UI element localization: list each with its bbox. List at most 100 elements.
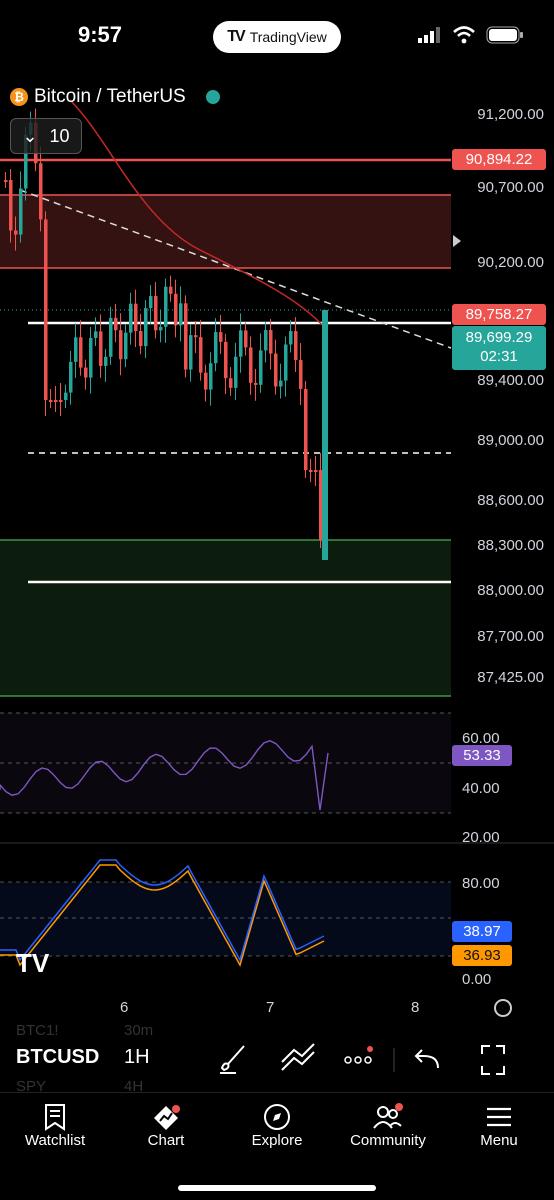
- settings-gear-icon[interactable]: [494, 999, 512, 1017]
- candle-body: [189, 335, 193, 370]
- tab-community[interactable]: Community: [343, 1102, 433, 1149]
- rsi-axis-label: 40.00: [462, 780, 500, 797]
- symbol-selector[interactable]: BTCUSD: [16, 1046, 100, 1068]
- price-axis-label: 91,200.00: [477, 106, 544, 123]
- candle-body: [9, 180, 13, 231]
- candle-body: [89, 337, 93, 378]
- candle-body: [229, 378, 233, 388]
- candles: [4, 108, 328, 560]
- tab-explore[interactable]: Explore: [232, 1102, 322, 1149]
- tab-menu[interactable]: Menu: [454, 1102, 544, 1149]
- battery-icon: [486, 26, 523, 44]
- stoch-d-tag: 36.93: [452, 945, 512, 966]
- resistance-price-tag: 90,894.22: [452, 149, 546, 170]
- bitcoin-icon: ₿: [10, 88, 28, 106]
- candle-body: [64, 392, 68, 400]
- chart-icon: [154, 1105, 180, 1130]
- candle-body: [84, 367, 88, 378]
- candle-body: [169, 286, 173, 294]
- more-icon[interactable]: [344, 1046, 373, 1064]
- trend-line-icon[interactable]: [281, 1043, 315, 1071]
- candle-body: [124, 332, 128, 360]
- price-axis-label: 88,600.00: [477, 492, 544, 509]
- tab-chart[interactable]: Chart: [121, 1102, 211, 1149]
- symbol-legend[interactable]: ₿ Bitcoin / TetherUS: [10, 86, 220, 108]
- candle-body: [24, 134, 28, 189]
- interval-value: 10: [49, 125, 70, 146]
- fullscreen-icon[interactable]: [481, 1045, 505, 1075]
- candle-body: [254, 382, 258, 385]
- rsi-axis-label: 20.00: [462, 829, 500, 846]
- candle-body: [239, 330, 243, 357]
- last-price-tag: 89,699.29 02:31: [452, 326, 546, 370]
- candle-body: [284, 344, 288, 381]
- candle-body: [309, 470, 313, 472]
- ghost-symbol: SPY: [16, 1078, 47, 1095]
- candle-body: [179, 303, 183, 326]
- candle-body: [49, 400, 53, 402]
- tab-label: Explore: [251, 1132, 303, 1149]
- undo-icon[interactable]: [414, 1049, 439, 1069]
- stoch-band: [0, 882, 451, 956]
- candle-body: [79, 337, 83, 368]
- stoch-k-tag: 38.97: [452, 921, 512, 942]
- candle-body: [269, 330, 273, 354]
- brush-icon[interactable]: [220, 1045, 245, 1074]
- candle-body: [149, 296, 153, 309]
- tradingview-pill[interactable]: TV TradingView: [213, 21, 341, 53]
- candle-body: [224, 341, 228, 379]
- tab-watchlist[interactable]: Watchlist: [10, 1102, 100, 1149]
- candle-body: [299, 360, 303, 389]
- interval-selector[interactable]: 1H: [124, 1046, 150, 1068]
- trend-line[interactable]: [19, 189, 452, 349]
- tab-label: Watchlist: [24, 1132, 86, 1149]
- ghost-interval: 30m: [124, 1022, 154, 1039]
- tab-bar: [0, 1092, 554, 1165]
- candle-body: [59, 400, 63, 402]
- market-status-icon: [205, 90, 220, 104]
- candle-body: [109, 317, 113, 357]
- candle-body: [204, 372, 208, 390]
- stoch-axis-label: 80.00: [462, 875, 500, 892]
- candle-body: [134, 303, 138, 331]
- ghost-symbol: BTC1!: [16, 1022, 59, 1039]
- price-axis-label: 87,425.00: [477, 669, 544, 686]
- price-axis-label: 88,000.00: [477, 582, 544, 599]
- candle-body: [94, 331, 98, 338]
- candle-body: [184, 303, 188, 370]
- ghost-interval: 4H: [124, 1078, 144, 1095]
- last-price-value: 89,699.29: [465, 329, 533, 346]
- price-axis-label: 89,000.00: [477, 432, 544, 449]
- time-axis-label: 8: [411, 999, 420, 1016]
- compass-icon: [264, 1104, 290, 1130]
- stoch-k-line: [0, 859, 325, 962]
- tv-watermark-icon: TV: [16, 948, 50, 978]
- price-axis-label: 90,200.00: [477, 254, 544, 271]
- candle-body: [129, 303, 133, 333]
- candle-body: [114, 317, 118, 331]
- candle-body: [259, 350, 263, 385]
- candle-body: [14, 230, 18, 235]
- candle-body: [194, 335, 198, 338]
- candle-body: [319, 470, 323, 540]
- candle-body: [304, 388, 308, 470]
- home-indicator[interactable]: [178, 1185, 376, 1191]
- supply-zone: [0, 195, 451, 268]
- candle-body: [314, 470, 318, 472]
- candle-body: [54, 400, 58, 402]
- demand-zone: [0, 540, 451, 696]
- toolbar-icons: [220, 1043, 505, 1075]
- chart-canvas[interactable]: TV: [0, 70, 554, 1070]
- status-icons: [418, 26, 524, 44]
- candle-body: [119, 330, 123, 360]
- candle-body: [144, 308, 148, 347]
- indicator-collapse-toggle[interactable]: ⌄ 10: [10, 118, 82, 154]
- candle-body: [104, 356, 108, 366]
- watchlist-icon: [45, 1104, 65, 1131]
- candle-body: [74, 337, 78, 362]
- stoch-d-line: [0, 864, 325, 967]
- candle-body: [4, 180, 8, 182]
- time-axis-label: 6: [120, 999, 129, 1016]
- candle-body: [69, 361, 73, 393]
- candle-body: [174, 293, 178, 326]
